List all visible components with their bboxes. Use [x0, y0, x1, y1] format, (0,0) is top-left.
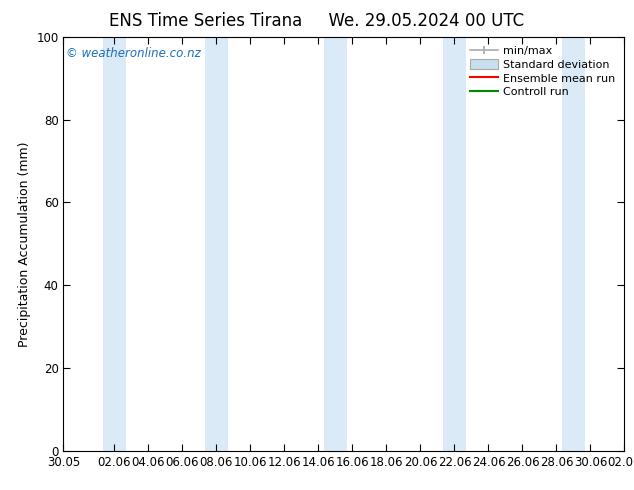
Bar — [562, 37, 585, 451]
Bar — [443, 37, 467, 451]
Bar — [323, 37, 347, 451]
Text: ENS Time Series Tirana     We. 29.05.2024 00 UTC: ENS Time Series Tirana We. 29.05.2024 00… — [110, 12, 524, 30]
Y-axis label: Precipitation Accumulation (mm): Precipitation Accumulation (mm) — [18, 141, 30, 346]
Bar — [205, 37, 228, 451]
Legend: min/max, Standard deviation, Ensemble mean run, Controll run: min/max, Standard deviation, Ensemble me… — [467, 42, 619, 100]
Text: © weatheronline.co.nz: © weatheronline.co.nz — [66, 47, 201, 60]
Bar — [103, 37, 126, 451]
